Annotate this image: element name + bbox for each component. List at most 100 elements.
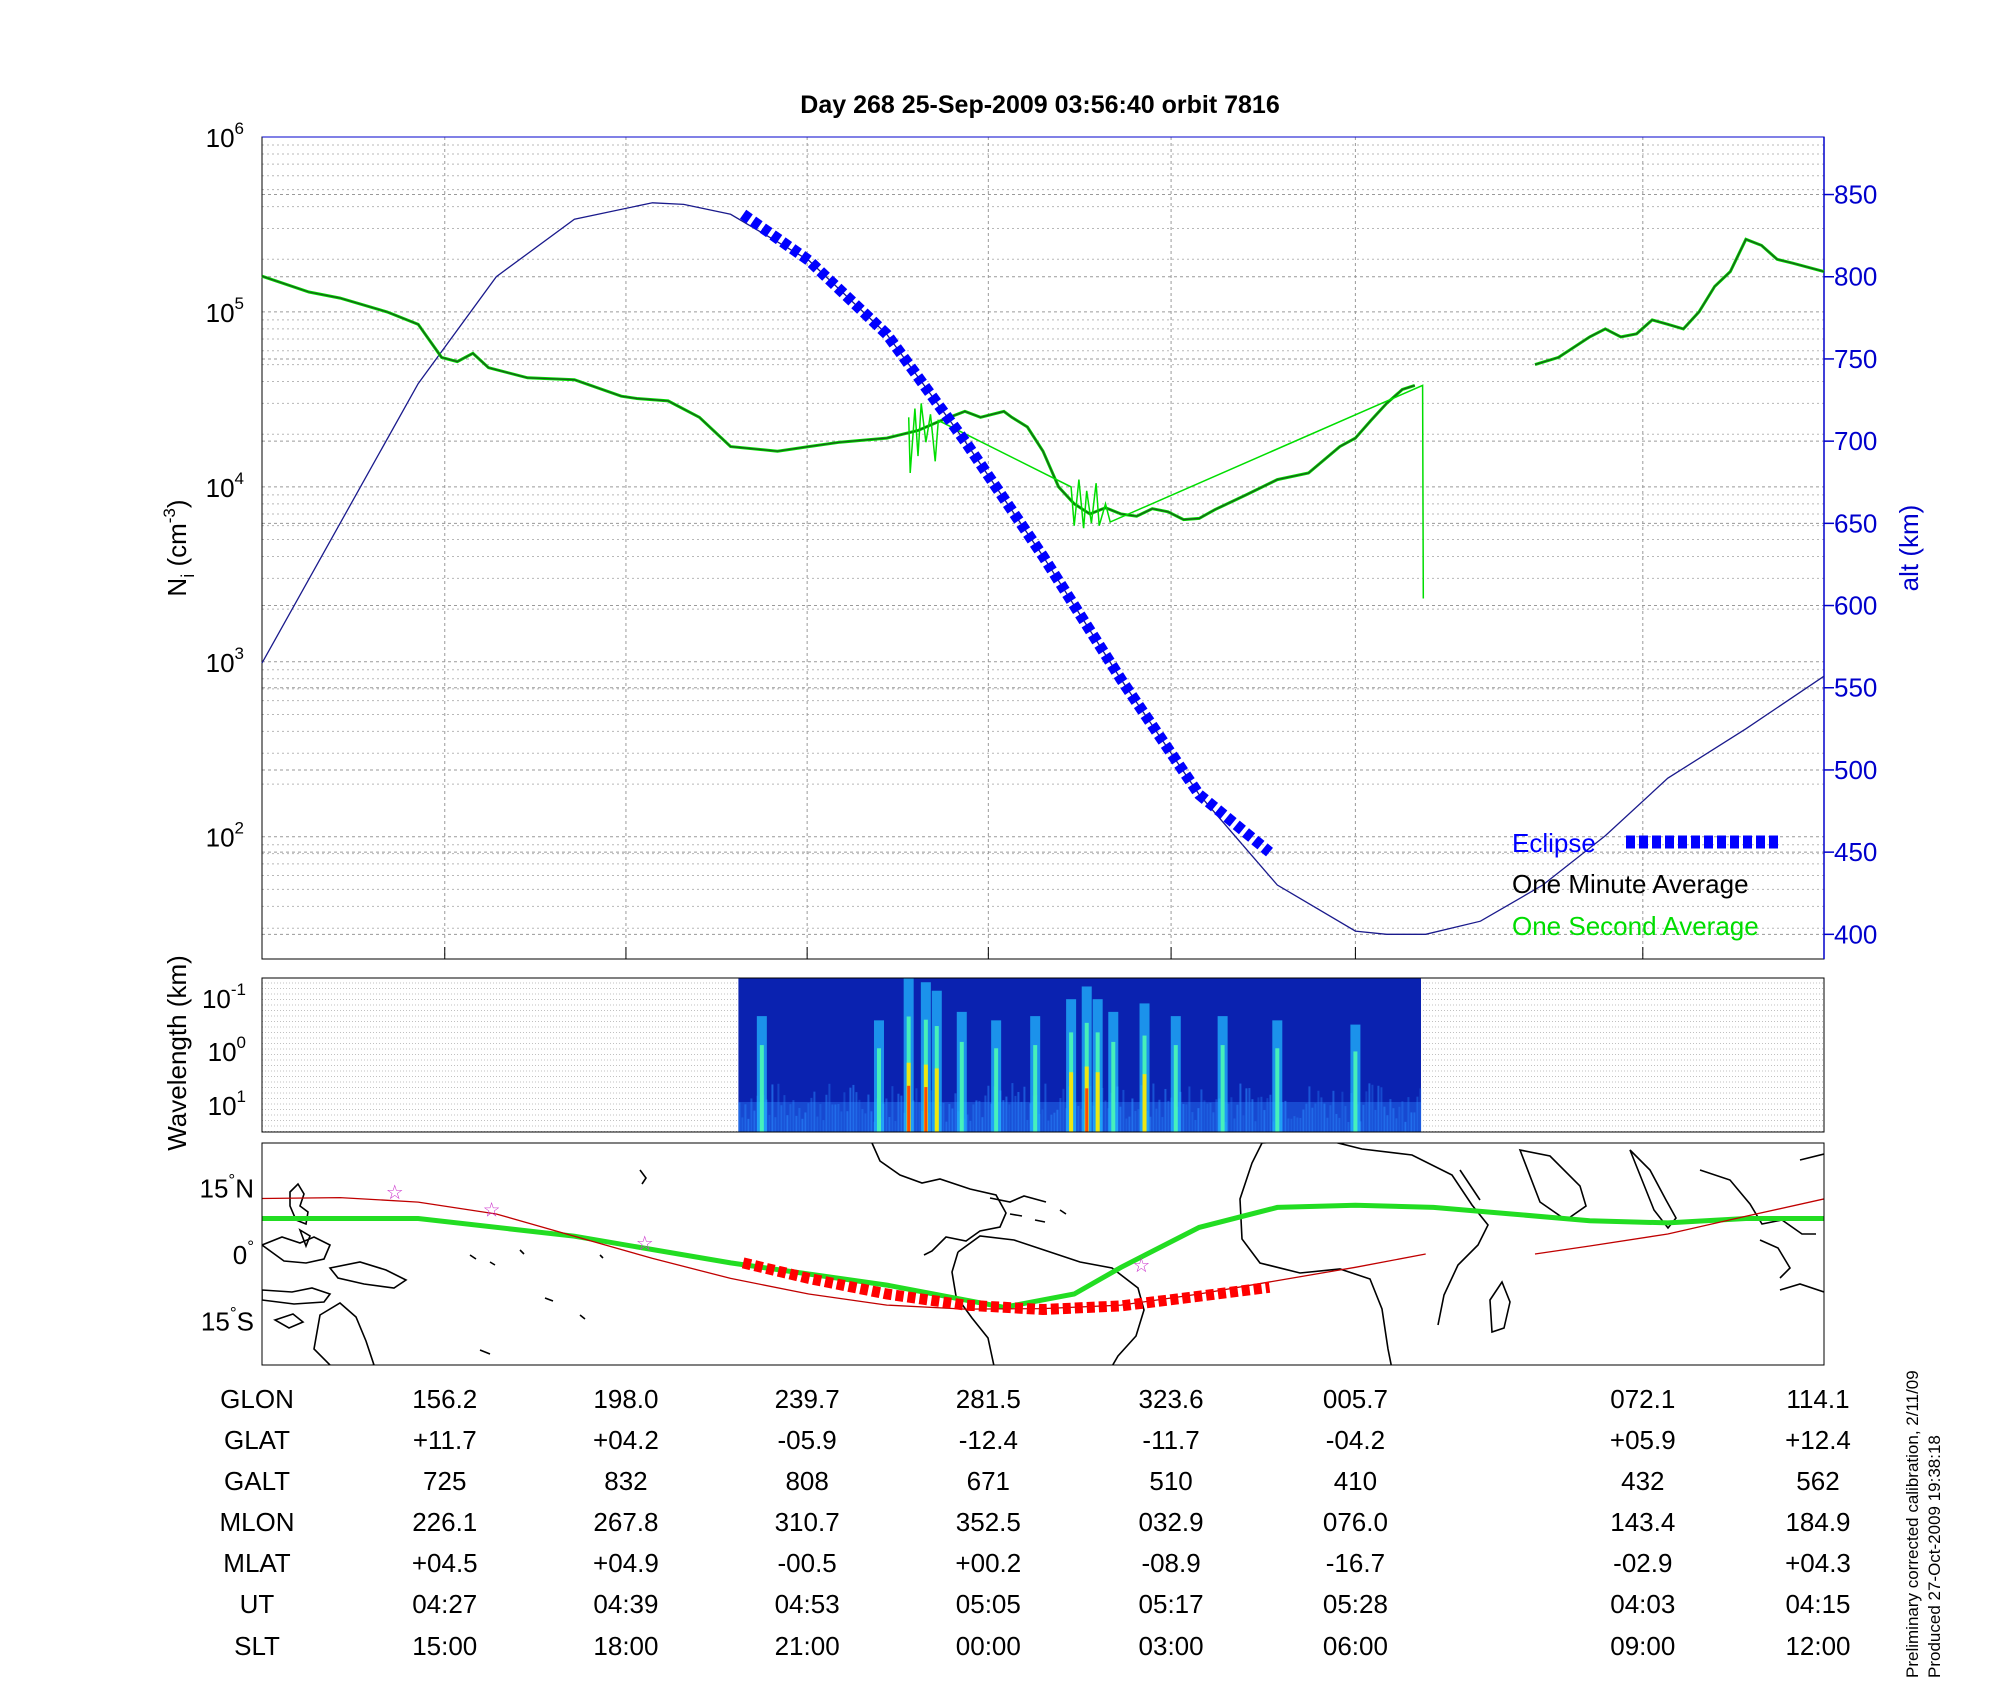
spectrogram-column xyxy=(1182,1104,1185,1132)
spectrogram-column xyxy=(801,1118,804,1132)
spectrogram-band-core xyxy=(1220,1045,1225,1132)
map-tracks: ☆ ☆ ☆ ☆ xyxy=(262,1182,1824,1316)
spectrogram-column xyxy=(1236,1104,1239,1132)
latitude-tick-label: 0° xyxy=(233,1237,254,1270)
spectrogram-column xyxy=(1332,1090,1335,1132)
latitude-tick-label: 15°N xyxy=(199,1170,254,1203)
spectrogram-column xyxy=(1335,1113,1338,1132)
spectrogram-column xyxy=(870,1111,873,1132)
alt-tick-label: 400 xyxy=(1834,919,1877,949)
coast-madagascar-arabia xyxy=(1459,1148,1587,1334)
table-cell: 05:28 xyxy=(1323,1589,1388,1619)
table-cell: 832 xyxy=(604,1466,647,1496)
table-cell: -12.4 xyxy=(959,1425,1018,1455)
spectrogram-column xyxy=(1191,1112,1194,1132)
spectrogram-column xyxy=(1056,1109,1059,1132)
spectrogram-column xyxy=(1131,1098,1134,1132)
table-cell: 156.2 xyxy=(412,1384,477,1414)
spectrogram-column xyxy=(1416,1096,1419,1132)
spectrogram-column xyxy=(1386,1115,1389,1132)
spectrogram-column xyxy=(855,1092,858,1132)
table-cell: 032.9 xyxy=(1139,1507,1204,1537)
table-cell: -00.5 xyxy=(778,1548,837,1578)
spectrogram-column xyxy=(1338,1117,1341,1132)
spectrogram-column xyxy=(1419,1088,1422,1132)
spectrogram-column xyxy=(1152,1083,1155,1132)
density-grid xyxy=(262,136,1825,960)
spectrogram-column xyxy=(789,1104,792,1132)
spectrogram-column xyxy=(1404,1121,1407,1132)
coast-pacific-islands xyxy=(469,1169,647,1355)
spectrogram-column xyxy=(864,1113,867,1132)
spectrogram-column xyxy=(792,1100,795,1132)
spectrogram-band-peak xyxy=(1069,1072,1074,1132)
table-cell: 184.9 xyxy=(1785,1507,1850,1537)
spectrogram-column xyxy=(1119,1106,1122,1132)
star-marker: ☆ xyxy=(1132,1255,1150,1277)
spectrogram-column xyxy=(819,1103,822,1132)
spectrogram-column xyxy=(1257,1097,1260,1132)
table-cell: -05.9 xyxy=(778,1425,837,1455)
spectrogram-column xyxy=(816,1116,819,1132)
spectrogram-column xyxy=(1137,1109,1140,1132)
spectrogram-column xyxy=(840,1111,843,1132)
spectrogram-band-core xyxy=(1353,1051,1358,1132)
spectrogram-column xyxy=(849,1087,852,1132)
spectrogram-column xyxy=(1329,1105,1332,1132)
spectrogram-column xyxy=(1047,1120,1050,1132)
spectrogram-column xyxy=(777,1083,780,1132)
spectrogram-column xyxy=(1320,1097,1323,1132)
spectrogram-column xyxy=(1005,1096,1008,1132)
spectrogram-band-core xyxy=(759,1045,764,1132)
spectrogram-column xyxy=(834,1104,837,1132)
spectrogram-band-core xyxy=(876,1048,881,1132)
spectrogram-column xyxy=(744,1104,747,1132)
table-cell: 076.0 xyxy=(1323,1507,1388,1537)
spectrogram-column xyxy=(1311,1107,1314,1132)
spectrogram-column xyxy=(1233,1118,1236,1132)
spectrogram-column xyxy=(1134,1110,1137,1132)
spectrogram-column xyxy=(1407,1097,1410,1132)
wavelength-tick-label: 101 xyxy=(208,1087,246,1121)
table-cell: 15:00 xyxy=(412,1631,477,1661)
alt-tick-label: 800 xyxy=(1834,262,1877,292)
table-cell: +00.2 xyxy=(955,1548,1021,1578)
spectrogram-column xyxy=(1215,1099,1218,1132)
spectrogram-column xyxy=(900,1095,903,1132)
table-cell: 00:00 xyxy=(956,1631,1021,1661)
spectrogram-column xyxy=(1371,1084,1374,1132)
coast-south-america xyxy=(951,1235,1145,1365)
spectrogram-column xyxy=(1167,1100,1170,1132)
density-tick-label: 105 xyxy=(206,294,244,328)
magnetic-equator-line xyxy=(262,1202,1824,1310)
chart-title: Day 268 25-Sep-2009 03:56:40 orbit 7816 xyxy=(800,91,1279,119)
spectrogram-column xyxy=(1323,1103,1326,1132)
spectrogram-column xyxy=(885,1098,888,1132)
spectrogram-band-core xyxy=(959,1041,964,1132)
spectrogram-column xyxy=(888,1116,891,1132)
footer-calibration: Preliminary corrected calibration, 2/11/… xyxy=(1903,1370,1922,1678)
table-row-label: GLON xyxy=(220,1384,294,1414)
spectrogram-band-core xyxy=(994,1048,999,1132)
table-cell: 310.7 xyxy=(775,1507,840,1537)
spectrogram-column xyxy=(1062,1088,1065,1132)
spectrogram-column xyxy=(1284,1100,1287,1132)
table-cell: 323.6 xyxy=(1139,1384,1204,1414)
spectrogram-column xyxy=(984,1095,987,1132)
minute-average-line-later xyxy=(1534,238,1825,366)
table-cell: +04.2 xyxy=(593,1425,659,1455)
legend-eclipse-label: Eclipse xyxy=(1512,828,1596,858)
spectrogram-column xyxy=(981,1117,984,1132)
spectrogram-column xyxy=(780,1105,783,1132)
coast-caribbean xyxy=(989,1195,1067,1223)
spectrogram-band-peak xyxy=(1095,1072,1100,1132)
table-cell: 04:27 xyxy=(412,1589,477,1619)
eclipse-segment xyxy=(739,209,1273,857)
spectrogram-column xyxy=(987,1085,990,1132)
density-tick-label: 102 xyxy=(206,819,244,853)
table-cell: 18:00 xyxy=(593,1631,658,1661)
spectrogram-column xyxy=(1293,1116,1296,1132)
table-cell: 04:03 xyxy=(1610,1589,1675,1619)
spectrogram-column xyxy=(837,1103,840,1132)
wavelength-tick-label: 100 xyxy=(208,1033,246,1067)
